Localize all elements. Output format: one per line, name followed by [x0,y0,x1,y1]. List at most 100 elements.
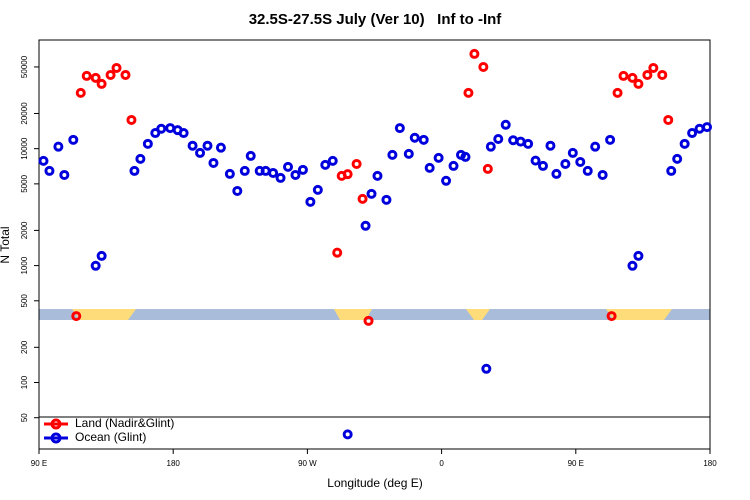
data-point [245,150,256,161]
data-point [605,134,616,145]
data-point [582,165,593,176]
y-axis-label: N Total [0,226,12,263]
data-point [44,165,55,176]
data-point [666,165,677,176]
data-point [38,155,49,166]
data-point [297,164,308,175]
y-tick-label: 2000 [20,221,29,239]
data-point [381,194,392,205]
data-point [648,62,659,73]
x-tick-label: 0 [439,459,444,468]
y-tick-label: 100 [20,375,29,389]
data-point [537,160,548,171]
chart-title: 32.5S-27.5S July (Ver 10) Inf to -Inf [249,11,503,28]
data-point [260,165,271,176]
data-point [372,170,383,181]
data-point [672,153,683,164]
data-point [387,149,398,160]
legend-marker [50,432,62,444]
data-point [320,159,331,170]
x-tick-label: 180 [167,459,181,468]
data-point [129,165,140,176]
data-point [460,151,471,162]
data-point [687,128,698,139]
y-tick-label: 50000 [20,55,29,78]
data-point [469,48,480,59]
x-axis-label: Longitude (deg E) [327,476,422,490]
data-point [481,363,492,374]
y-tick-label: 50 [20,413,29,422]
y-tick-label: 500 [20,294,29,308]
data-point [332,247,343,258]
data-point [239,165,250,176]
data-point [493,133,504,144]
data-point [156,123,167,134]
data-point [618,70,629,81]
data-point [59,169,70,180]
data-point [508,135,519,146]
data-point [232,185,243,196]
data-point [81,70,92,81]
data-point [590,141,601,152]
data-point [551,168,562,179]
data-point [612,87,623,98]
legend-marker [50,418,62,430]
data-point [657,69,668,80]
data-point [268,167,279,178]
x-tick-label: 90 E [31,459,47,468]
data-point [90,72,101,83]
data-point [575,156,586,167]
data-point [90,260,101,271]
x-tick-label: 90 W [298,459,317,468]
data-point [105,69,116,80]
data-point [679,138,690,149]
data-point [305,196,316,207]
data-point [448,160,459,171]
data-point [126,114,137,125]
data-point [403,148,414,159]
data-point [409,132,420,143]
data-point [357,193,368,204]
y-tick-label: 1000 [20,256,29,274]
x-tick-label: 90 E [568,459,584,468]
data-point [633,250,644,261]
data-point [96,78,107,89]
y-tick-label: 200 [20,340,29,354]
data-point [606,311,617,322]
data-point [463,87,474,98]
data-point [312,184,323,195]
y-tick-label: 10000 [20,137,29,160]
data-point [187,140,198,151]
data-point [283,161,294,172]
data-point [627,72,638,83]
data-point [633,78,644,89]
data-point [202,140,213,151]
data-point [500,119,511,130]
data-point [178,128,189,139]
data-point [275,172,286,183]
data-point [75,87,86,98]
data-point [567,147,578,158]
data-point [120,69,131,80]
data-point [360,220,371,231]
data-point [424,162,435,173]
data-point [702,122,713,133]
plot-frame [38,39,711,450]
data-point [418,134,429,145]
data-point [53,141,64,152]
data-point [627,260,638,271]
data-point [515,136,526,147]
data-point [327,155,338,166]
data-point [215,142,226,153]
data-point [366,188,377,199]
data-point [523,138,534,149]
data-point [342,169,353,180]
legend-label: Land (Nadir&Glint) [75,416,174,430]
data-point [433,152,444,163]
data-point [111,62,122,73]
data-point [530,155,541,166]
data-point [165,123,176,134]
data-point [441,175,452,186]
data-point [224,168,235,179]
